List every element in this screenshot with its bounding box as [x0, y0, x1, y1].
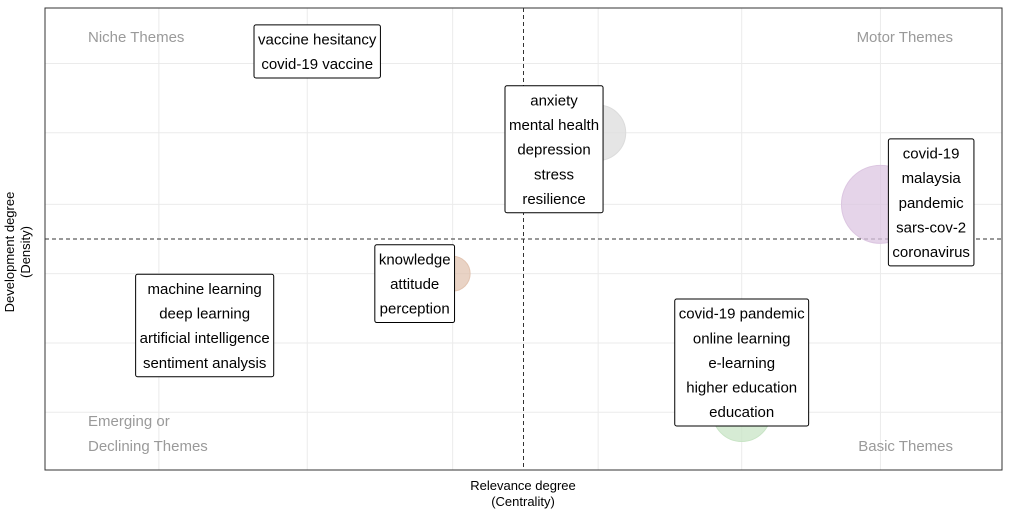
cluster-label-anxiety: anxiety mental health depression stress resi…	[504, 85, 604, 214]
cluster-label-box-anxiety	[504, 85, 604, 214]
x-axis-title: Relevance degree (Centrality)	[423, 478, 623, 510]
cluster-term-covid-4: coronavirus	[892, 244, 970, 261]
cluster-label-box-vaccine	[253, 24, 381, 79]
x-axis-title-line-2: (Centrality)	[491, 494, 555, 509]
quadrant-center-lines	[45, 8, 1002, 470]
quadrant-labels: Niche Themes Motor Themes Emerging or Decli…	[88, 29, 953, 455]
cluster-label-box-online	[674, 298, 810, 427]
cluster-term-online-0: covid-19 pandemic	[679, 306, 805, 323]
cluster-term-ml-1: deep learning	[159, 306, 250, 323]
cluster-term-anxiety-3: stress	[534, 166, 574, 183]
quadrant-label-motor: Motor Themes	[857, 29, 953, 46]
y-axis-title: Development degree (Density)	[2, 172, 34, 332]
cluster-term-covid-3: sars-cov-2	[896, 219, 966, 236]
cluster-label-online: covid-19 pandemic online learning e-learni…	[674, 298, 810, 427]
cluster-label-box-ml	[135, 273, 275, 378]
cluster-term-covid-2: pandemic	[899, 195, 965, 212]
cluster-label-vaccine: vaccine hesitancy covid-19 vaccine	[253, 24, 381, 79]
cluster-term-vaccine-1: covid-19 vaccine	[261, 56, 373, 73]
cluster-label-box-knowledge	[374, 244, 456, 324]
x-axis-title-line-1: Relevance degree	[470, 478, 576, 493]
plot-frame	[44, 7, 1003, 471]
quadrant-label-niche: Niche Themes	[88, 29, 184, 46]
cluster-label-covid: covid-19 malaysia pandemic sars-cov-2 corona…	[887, 138, 975, 267]
cluster-term-online-1: online learning	[693, 330, 791, 347]
cluster-term-ml-0: machine learning	[148, 281, 262, 298]
cluster-term-anxiety-0: anxiety	[530, 92, 578, 109]
quadrant-label-emerging-line-2: Declining Themes	[88, 438, 208, 455]
y-axis-title-line-1: Development degree	[2, 191, 17, 313]
cluster-labels: vaccine hesitancy covid-19 vaccine anxiety…	[135, 24, 975, 427]
cluster-term-online-2: e-learning	[708, 355, 775, 372]
cluster-term-online-4: education	[709, 404, 774, 421]
cluster-label-knowledge: knowledge attitude perception	[374, 244, 456, 324]
cluster-label-ml: machine learning deep learning artificial …	[135, 273, 275, 378]
cluster-term-online-3: higher education	[686, 380, 797, 397]
cluster-term-knowledge-1: attitude	[390, 276, 439, 293]
quadrant-label-emerging-line-1: Emerging or	[88, 413, 170, 430]
cluster-term-anxiety-1: mental health	[509, 117, 599, 134]
cluster-term-knowledge-2: perception	[380, 301, 450, 318]
quadrant-label-basic: Basic Themes	[858, 438, 953, 455]
cluster-term-anxiety-4: resilience	[522, 191, 585, 208]
cluster-term-vaccine-0: vaccine hesitancy	[258, 32, 377, 49]
y-axis-title-line-2: (Density)	[18, 226, 33, 279]
cluster-term-ml-3: sentiment analysis	[143, 355, 266, 372]
cluster-term-knowledge-0: knowledge	[379, 251, 451, 268]
cluster-term-covid-0: covid-19	[903, 146, 960, 163]
cluster-term-covid-1: malaysia	[902, 170, 962, 187]
cluster-label-box-covid	[887, 138, 975, 267]
cluster-term-ml-2: artificial intelligence	[140, 330, 270, 347]
cluster-term-anxiety-2: depression	[517, 142, 590, 159]
